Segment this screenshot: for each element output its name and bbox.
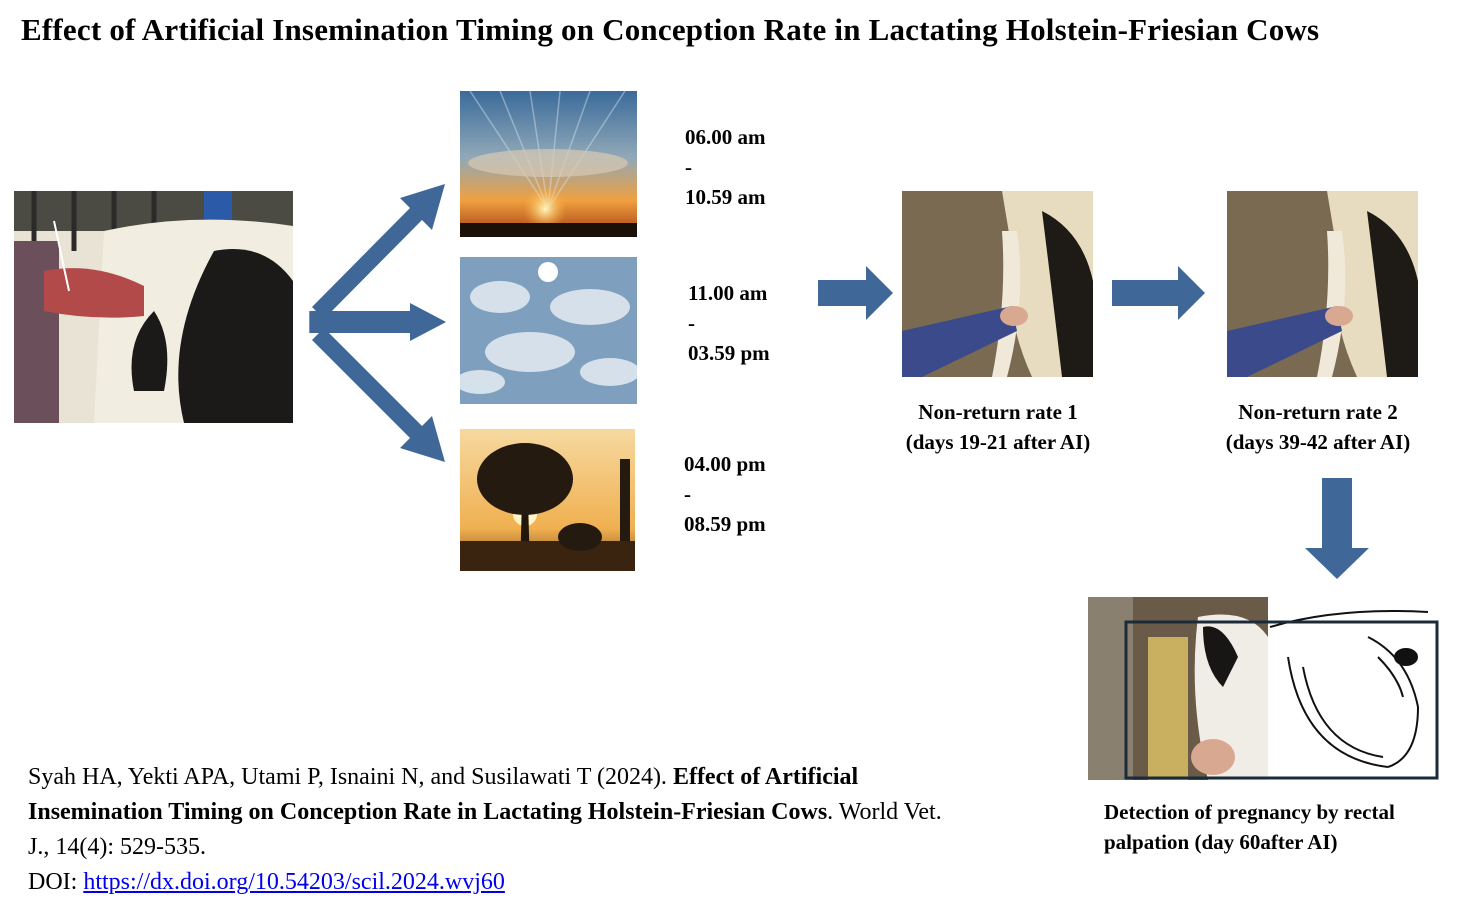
- time-slot-morning: 06.00 am - 10.59 am: [685, 122, 766, 212]
- nrr1-caption: Non-return rate 1 (days 19-21 after AI): [880, 397, 1116, 457]
- branch-arrows: [309, 184, 447, 462]
- insemination-photo: [14, 191, 293, 423]
- time-end: 08.59 pm: [684, 512, 766, 536]
- arrow-right: [309, 303, 447, 341]
- citation-authors: Syah HA, Yekti APA, Utami P, Isnaini N, …: [28, 764, 673, 790]
- arrow-to-nrr2: [1112, 266, 1205, 320]
- nrr2-days: (days 39-42 after AI): [1225, 430, 1411, 454]
- arrow-to-detection: [1305, 478, 1369, 579]
- nrr2-caption: Non-return rate 2 (days 39-42 after AI): [1200, 397, 1436, 457]
- nrr1-days: (days 19-21 after AI): [905, 430, 1091, 454]
- rectal-palpation-image: [1088, 597, 1440, 780]
- citation-journal: . World Vet. J., 14(4): 529-535.: [28, 799, 942, 860]
- doi-link[interactable]: https://dx.doi.org/10.54203/scil.2024.wv…: [83, 869, 505, 895]
- time-separator: -: [688, 311, 695, 335]
- nrr2-photo: [1227, 191, 1418, 377]
- time-end: 03.59 pm: [688, 341, 770, 365]
- midday-sky-photo: [460, 257, 637, 404]
- time-start: 06.00 am: [685, 125, 766, 149]
- time-end: 10.59 am: [685, 185, 766, 209]
- time-start: 04.00 pm: [684, 452, 766, 476]
- time-slot-evening: 04.00 pm - 08.59 pm: [684, 449, 766, 539]
- nrr1-photo: [902, 191, 1093, 377]
- nrr1-title: Non-return rate 1: [918, 400, 1078, 424]
- detection-caption: Detection of pregnancy by rectal palpati…: [1104, 797, 1474, 857]
- time-separator: -: [685, 155, 692, 179]
- detection-line-2: palpation (day 60after AI): [1104, 830, 1338, 854]
- time-separator: -: [684, 482, 691, 506]
- time-slot-midday: 11.00 am - 03.59 pm: [688, 278, 770, 368]
- sunset-tree-photo: [460, 429, 635, 571]
- doi-label: DOI:: [28, 869, 84, 895]
- detection-line-1: Detection of pregnancy by rectal: [1104, 800, 1395, 824]
- sunrise-photo: [460, 91, 637, 237]
- citation-title: Effect of Artificial Insemination Timing…: [28, 764, 859, 825]
- page-title: Effect of Artificial Insemination Timing…: [21, 12, 1320, 47]
- arrow-to-nrr1: [818, 266, 893, 320]
- arrow-up-right: [312, 184, 445, 319]
- arrow-down-right: [312, 328, 445, 462]
- time-start: 11.00 am: [688, 281, 768, 305]
- nrr2-title: Non-return rate 2: [1238, 400, 1398, 424]
- citation: Syah HA, Yekti APA, Utami P, Isnaini N, …: [28, 760, 968, 900]
